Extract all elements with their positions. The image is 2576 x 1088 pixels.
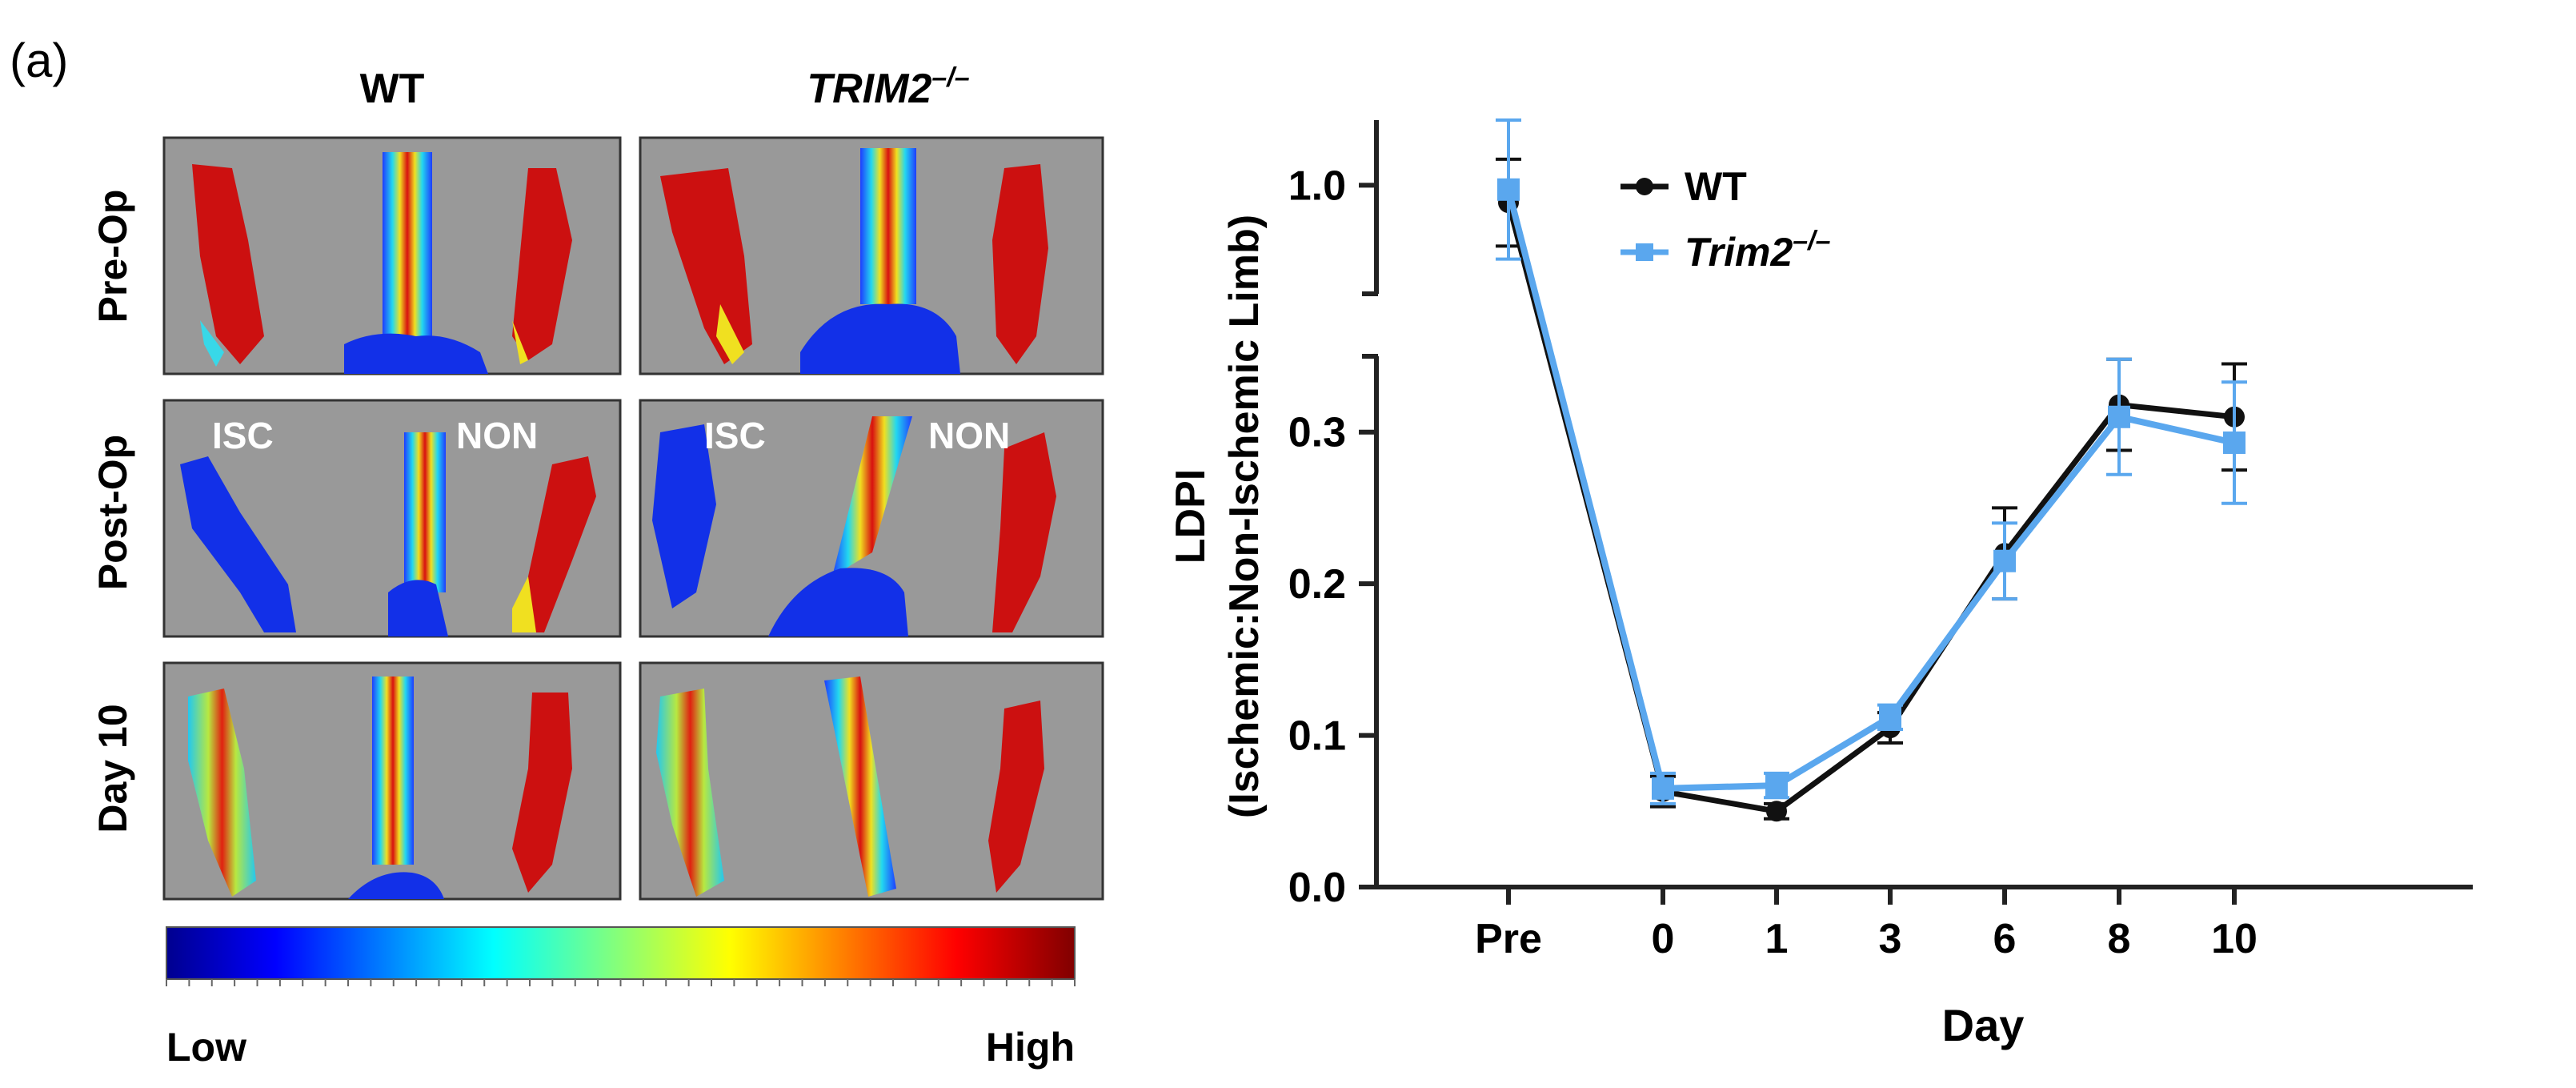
row-label-pre-op: Pre-Op [90,190,135,323]
colorbar-ticks [166,979,1076,986]
y-axis-label-line2: (Ischemic:Non-Ischemic Limb) [1221,215,1268,818]
image-wt-post-op: ISC NON [162,399,622,638]
y-tick-label: 0.1 [1288,713,1346,760]
data-point [1879,705,1901,729]
data-point [1766,801,1787,822]
y-tick-label: 0.0 [1288,865,1346,911]
limb-label-isc-wt: ISC [212,415,274,456]
panel-label: (a) [10,34,68,87]
chart-series [1496,118,2247,822]
y-tick-label: 0.2 [1288,561,1346,608]
legend-label-trim2: Trim2–/– [1685,226,1831,275]
x-tick-label: Pre [1475,916,1542,962]
image-trim2-post-op: ISC NON [639,399,1104,638]
legend-item-trim2: Trim2–/– [1621,226,1831,275]
y-tick-label: 0.3 [1288,410,1346,456]
chart-ticks: 0.0 0.1 0.2 0.3 1.0 Pre 0 1 3 6 8 10 [1288,163,2258,962]
legend-label-wt: WT [1685,164,1747,209]
limb-label-non-trim2: NON [928,415,1010,456]
legend: WT Trim2–/– [1621,164,1831,275]
y-tick-label: 1.0 [1288,163,1346,209]
data-point [1765,774,1788,797]
data-point [1993,549,2016,572]
x-axis-label: Day [1942,1000,2025,1050]
x-tick-label: 0 [1652,916,1675,962]
data-point [2223,431,2245,454]
y-axis-label-line1: LDPI [1168,469,1214,564]
data-point [1497,178,1520,201]
image-wt-day-10 [162,661,622,901]
ldpi-chart: 0.0 0.1 0.2 0.3 1.0 Pre 0 1 3 6 8 10 LDPI (Ischemic… [1168,118,2473,1050]
legend-item-wt: WT [1621,164,1747,209]
colorbar-high-label: High [986,1025,1075,1070]
limb-label-isc-trim2: ISC [704,415,766,456]
series-line [1505,202,2235,814]
column-header-trim2: TRIM2–/– [807,62,969,112]
x-tick-label: 8 [2108,916,2131,962]
series-line [1505,188,2235,792]
data-point [2108,405,2130,428]
x-tick-label: 3 [1879,916,1902,962]
x-tick-label: 1 [1765,916,1789,962]
series-trim2 [1496,118,2247,805]
series-wt [1496,157,2247,822]
image-trim2-pre-op [639,136,1104,375]
image-wt-pre-op [162,136,622,375]
data-point [1652,777,1674,800]
row-label-post-op: Post-Op [90,435,135,590]
x-tick-label: 6 [1993,916,2017,962]
limb-label-non-wt: NON [456,415,538,456]
column-header-wt: WT [360,66,425,112]
chart-axes [1362,120,2473,889]
colorbar [166,926,1076,980]
x-tick-label: 10 [2211,916,2258,962]
colorbar-low-label: Low [166,1025,246,1070]
row-label-day-10: Day 10 [90,704,135,833]
image-trim2-day-10 [639,661,1104,901]
